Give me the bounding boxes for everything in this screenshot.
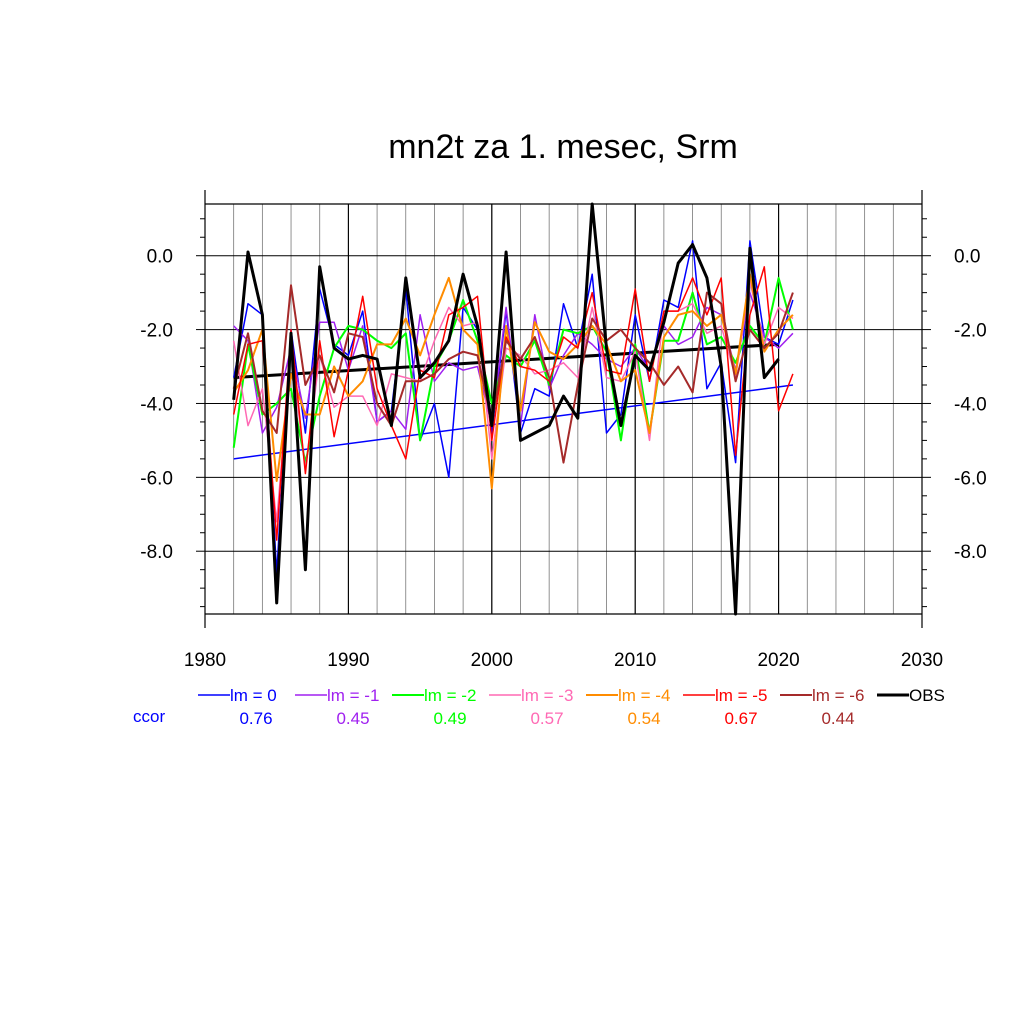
legend-label: OBS [909,686,945,705]
x-tick-label: 1990 [327,650,369,671]
y-tick-label-right: -2.0 [954,321,987,342]
series-line [232,202,780,616]
plot-frame [204,190,923,628]
legend-label: lm = 0 [230,686,277,705]
y-tick-label-left: -2.0 [140,321,173,342]
ccor-value: 0.57 [530,709,563,728]
ccor-value: 0.49 [433,709,466,728]
x-tick-label: 2030 [901,650,943,671]
x-tick-label: 2020 [757,650,799,671]
y-tick-label-left: -4.0 [140,394,173,415]
legend-label: lm = -1 [327,686,379,705]
ccor-value: 0.67 [724,709,757,728]
legend: lm = 0 0.76 lm = -1 0.45 lm = -2 0.49 lm = -3 0… [133,686,945,728]
ccor-value: 0.45 [336,709,369,728]
x-tick-label: 2010 [614,650,656,671]
legend-label: lm = -6 [812,686,864,705]
legend-label: lm = -4 [618,686,670,705]
y-tick-label-left: 0.0 [147,247,173,268]
chart-title: mn2t za 1. mesec, Srm [388,128,738,166]
y-tick-label-right: -8.0 [954,542,987,563]
axis-ticks: 0.0 0.0 -2.0 -2.0 -4.0 -4.0 -6.0 -6.0 -8.0 -8.0 19… [140,218,987,671]
legend-label: lm = -5 [715,686,767,705]
y-tick-label-right: 0.0 [954,247,980,268]
ccor-label: ccor [133,707,165,726]
x-tick-label: 1980 [184,650,226,671]
series-lines [232,202,794,616]
ccor-value: 0.76 [239,709,272,728]
legend-label: lm = -2 [424,686,476,705]
y-tick-label-left: -8.0 [140,542,173,563]
x-tick-label: 2000 [471,650,513,671]
trend-line [233,384,794,460]
ccor-value: 0.44 [821,709,854,728]
legend-label: lm = -3 [521,686,573,705]
y-tick-label-right: -4.0 [954,394,987,415]
ccor-value: 0.54 [627,709,660,728]
y-tick-label-right: -6.0 [954,468,987,489]
y-tick-label-left: -6.0 [140,468,173,489]
